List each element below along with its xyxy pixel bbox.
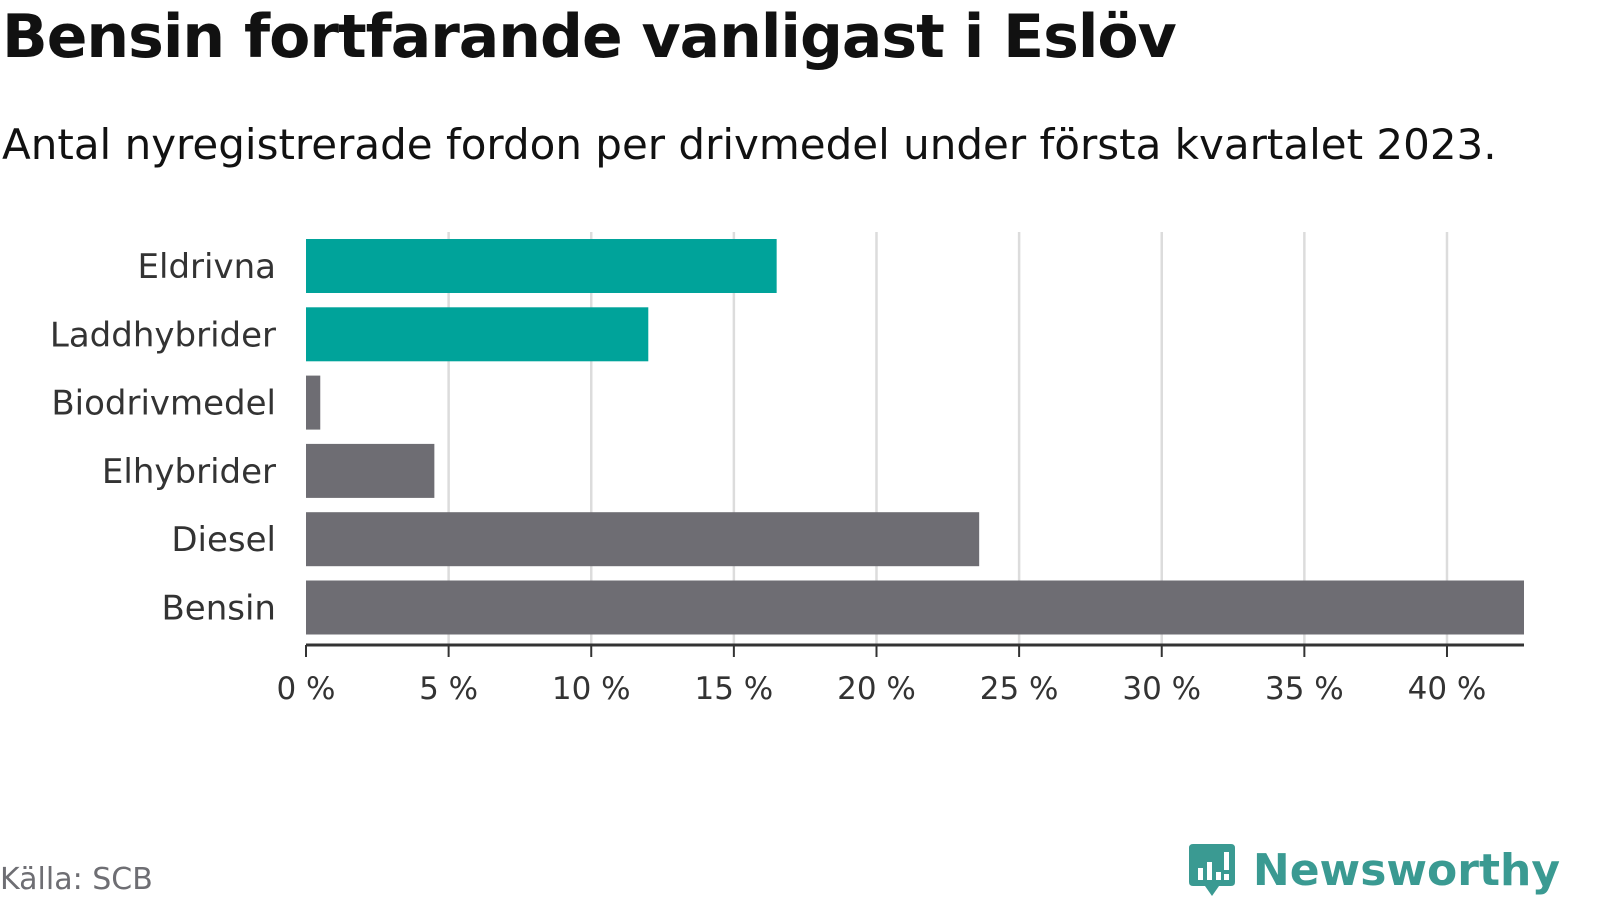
x-tick-label: 0 % (276, 671, 335, 707)
chart-subtitle: Antal nyregistrerade fordon per drivmede… (2, 120, 1497, 169)
bar (306, 239, 777, 293)
x-tick-label: 25 % (980, 671, 1059, 707)
category-labels: Eldrivna Laddhybrider Biodrivmedel Elhybrid… (50, 247, 276, 629)
x-tick-label: 5 % (419, 671, 478, 707)
brand-name: Newsworthy (1252, 844, 1560, 896)
x-tick-label: 30 % (1122, 671, 1201, 707)
bar (306, 443, 435, 498)
bar (306, 512, 980, 567)
x-tick-label: 20 % (837, 671, 916, 707)
grid-lines (447, 232, 1449, 645)
category-label: Diesel (171, 520, 276, 560)
x-axis: 0 % 5 % 10 % 15 % 20 % 25 % 30 % 35 % 40 % (276, 643, 1524, 707)
chart-title: Bensin fortfarande vanligast i Eslöv (2, 2, 1177, 72)
category-label: Biodrivmedel (51, 384, 276, 424)
bar-chart-icon (1188, 844, 1235, 896)
brand-logo: Newsworthy (1187, 842, 1560, 898)
category-label: Eldrivna (138, 247, 276, 287)
category-label: Elhybrider (102, 452, 276, 492)
category-label: Bensin (161, 589, 276, 629)
source-note: Källa: SCB (0, 862, 153, 897)
x-tick-label: 35 % (1265, 671, 1344, 707)
bar-chart: Eldrivna Laddhybrider Biodrivmedel Elhybrid… (50, 232, 1524, 707)
category-label: Laddhybrider (50, 315, 276, 355)
x-tick-label: 15 % (694, 671, 773, 707)
bar (306, 375, 321, 430)
bar (306, 580, 1524, 635)
bars (306, 239, 1524, 635)
bar (306, 307, 649, 362)
x-tick-label: 10 % (552, 671, 631, 707)
x-tick-label: 40 % (1408, 671, 1487, 707)
